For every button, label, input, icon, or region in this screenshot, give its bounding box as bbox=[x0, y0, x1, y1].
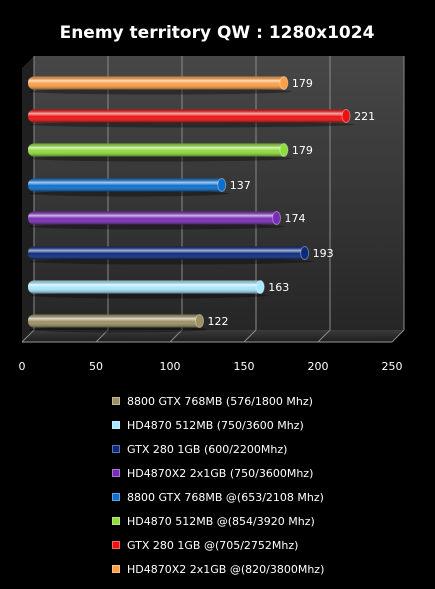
bar-end-cap bbox=[341, 109, 351, 123]
bar-highlight bbox=[28, 211, 280, 225]
bar-shadow bbox=[29, 155, 292, 162]
legend-swatch bbox=[112, 469, 120, 477]
bar-highlight bbox=[28, 76, 287, 90]
legend-label: HD4870 512MB (750/3600 Mhz) bbox=[127, 418, 304, 432]
bar-end-cap bbox=[195, 314, 205, 328]
data-label: 179 bbox=[292, 77, 313, 90]
bar-shadow bbox=[29, 88, 292, 95]
legend-item: 8800 GTX 768MB (576/1800 Mhz) bbox=[112, 393, 313, 409]
gridline-floor bbox=[317, 329, 331, 343]
legend-label: HD4870X2 2x1GB (750/3600Mhz) bbox=[127, 466, 314, 480]
legend-swatch bbox=[112, 517, 120, 525]
gridline-floor bbox=[243, 329, 257, 343]
legend-item: HD4870X2 2x1GB @(820/3800Mhz) bbox=[112, 561, 324, 577]
x-tick-label: 0 bbox=[19, 360, 26, 373]
bar-highlight bbox=[28, 314, 203, 328]
back-wall bbox=[34, 56, 404, 330]
bar-end-cap bbox=[217, 178, 227, 192]
bar-end-cap bbox=[255, 280, 265, 294]
data-label: 163 bbox=[268, 281, 289, 294]
legend-item: HD4870X2 2x1GB (750/3600Mhz) bbox=[112, 465, 313, 481]
legend-label: 8800 GTX 768MB @(653/2108 Mhz) bbox=[127, 490, 324, 504]
legend-swatch bbox=[112, 397, 120, 405]
data-label: 221 bbox=[354, 110, 375, 123]
legend-label: HD4870 512MB @(854/3920 Mhz) bbox=[127, 514, 315, 528]
legend-label: GTX 280 1GB (600/2200Mhz) bbox=[127, 442, 288, 456]
legend-label: GTX 280 1GB @(705/2752Mhz) bbox=[127, 538, 299, 552]
legend-item: HD4870 512MB @(854/3920 Mhz) bbox=[112, 513, 315, 529]
bar-highlight bbox=[28, 143, 287, 157]
bar-highlight bbox=[28, 246, 308, 260]
x-tick-label: 100 bbox=[160, 360, 181, 373]
legend-item: GTX 280 1GB (600/2200Mhz) bbox=[112, 441, 287, 457]
chart-title: Enemy territory QW : 1280x1024 bbox=[60, 23, 375, 43]
legend-label: 8800 GTX 768MB (576/1800 Mhz) bbox=[127, 394, 313, 408]
bar-highlight bbox=[28, 178, 225, 192]
bar-highlight bbox=[28, 109, 350, 123]
gridline-floor bbox=[169, 329, 183, 343]
legend-swatch bbox=[112, 565, 120, 573]
bar-shadow bbox=[29, 258, 313, 265]
x-tick-label: 200 bbox=[308, 360, 329, 373]
legend-swatch bbox=[112, 493, 120, 501]
legend-item: GTX 280 1GB @(705/2752Mhz) bbox=[112, 537, 298, 553]
bar-end-cap bbox=[300, 246, 310, 260]
gridline-floor bbox=[95, 329, 109, 343]
data-label: 193 bbox=[313, 247, 334, 260]
legend-swatch bbox=[112, 541, 120, 549]
data-label: 122 bbox=[208, 315, 229, 328]
data-label: 137 bbox=[230, 179, 251, 192]
x-tick-label: 250 bbox=[382, 360, 403, 373]
bar-shadow bbox=[28, 292, 269, 299]
bar-shadow bbox=[29, 121, 355, 128]
bar-shadow bbox=[29, 190, 230, 197]
legend-swatch bbox=[112, 445, 120, 453]
legend-swatch bbox=[112, 421, 120, 429]
legend-item: HD4870 512MB (750/3600 Mhz) bbox=[112, 417, 304, 433]
gridline-floor bbox=[21, 329, 35, 343]
plot-area: 0 50 100 150 200 250 122 163 193 174 137 179 221 179 bbox=[19, 56, 405, 373]
bar-end-cap bbox=[279, 76, 289, 90]
bar-highlight bbox=[28, 280, 264, 294]
bar-end-cap bbox=[272, 211, 282, 225]
data-label: 179 bbox=[292, 144, 313, 157]
bar-shadow bbox=[28, 223, 285, 230]
legend-label: HD4870X2 2x1GB @(820/3800Mhz) bbox=[127, 562, 325, 576]
side-wall bbox=[22, 56, 34, 342]
legend-item: 8800 GTX 768MB @(653/2108 Mhz) bbox=[112, 489, 324, 505]
floor bbox=[22, 330, 404, 342]
bar-end-cap bbox=[279, 143, 289, 157]
x-tick-label: 150 bbox=[234, 360, 255, 373]
gridline-floor bbox=[391, 329, 405, 343]
x-tick-label: 50 bbox=[89, 360, 103, 373]
data-label: 174 bbox=[285, 212, 306, 225]
bar-shadow bbox=[29, 326, 208, 333]
